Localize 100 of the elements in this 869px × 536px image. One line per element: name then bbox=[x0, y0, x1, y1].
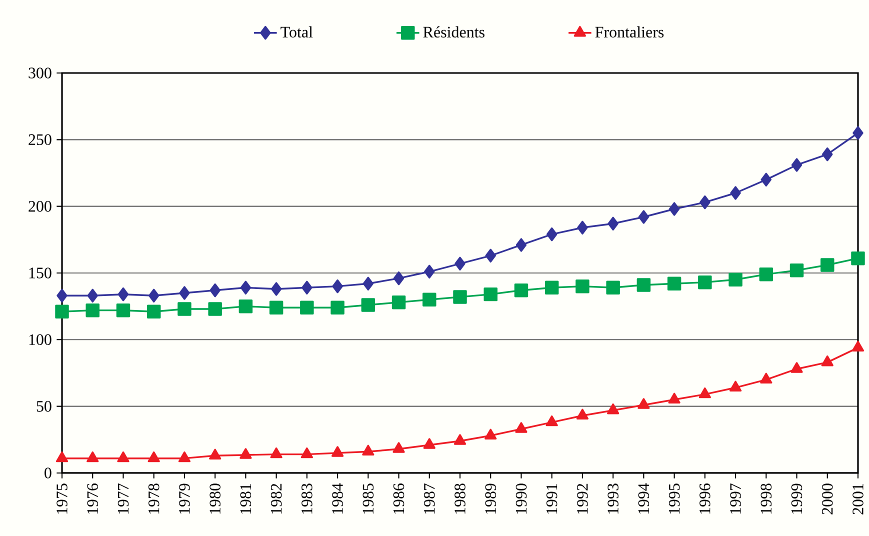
point bbox=[209, 448, 222, 460]
x-tick-label: 1977 bbox=[118, 484, 129, 514]
legend-label: Résidents bbox=[423, 26, 484, 38]
point bbox=[698, 387, 711, 398]
point bbox=[576, 279, 590, 294]
point bbox=[117, 451, 130, 462]
point bbox=[485, 248, 496, 263]
x-tick-label: 1979 bbox=[179, 484, 190, 514]
point bbox=[454, 434, 466, 445]
point bbox=[331, 446, 344, 457]
point bbox=[820, 258, 834, 272]
point bbox=[759, 267, 774, 282]
point bbox=[56, 288, 68, 303]
point bbox=[118, 287, 129, 302]
y-tick-label: 150 bbox=[29, 268, 52, 278]
point bbox=[148, 288, 160, 303]
point bbox=[454, 256, 466, 271]
x-tick-label: 1978 bbox=[148, 484, 160, 514]
point bbox=[300, 447, 313, 458]
point bbox=[546, 415, 558, 426]
point bbox=[852, 340, 864, 352]
point bbox=[638, 398, 650, 409]
point bbox=[484, 428, 497, 440]
point bbox=[392, 442, 405, 453]
x-tick-label: 1996 bbox=[700, 484, 710, 514]
x-tick-label: 1981 bbox=[240, 484, 252, 514]
point bbox=[392, 295, 406, 310]
point bbox=[424, 264, 435, 279]
x-tick-label: 1975 bbox=[56, 484, 68, 514]
point bbox=[760, 372, 772, 384]
point bbox=[240, 448, 252, 459]
x-tick-label: 1993 bbox=[608, 484, 618, 514]
point bbox=[730, 186, 741, 200]
x-tick-label: 1998 bbox=[760, 484, 772, 514]
y-tick-label: 300 bbox=[28, 68, 52, 78]
point bbox=[698, 275, 712, 290]
point bbox=[515, 422, 528, 433]
point bbox=[332, 279, 343, 294]
point bbox=[790, 263, 804, 278]
point bbox=[484, 287, 498, 302]
point bbox=[148, 451, 160, 462]
x-tick-label: 1982 bbox=[270, 484, 282, 514]
y-tick-label: 50 bbox=[36, 400, 52, 412]
x-tick-label: 1980 bbox=[210, 484, 220, 514]
legend-label: Total bbox=[280, 26, 313, 38]
point bbox=[546, 227, 558, 242]
point bbox=[636, 278, 651, 292]
y-tick-label: 100 bbox=[29, 334, 52, 346]
point bbox=[269, 300, 284, 315]
point bbox=[240, 280, 252, 295]
legend-label: Frontaliers bbox=[595, 26, 664, 38]
point bbox=[821, 355, 834, 366]
point bbox=[516, 238, 527, 252]
point bbox=[178, 302, 192, 316]
x-tick-label: 1976 bbox=[87, 484, 98, 514]
point bbox=[55, 304, 69, 319]
point bbox=[544, 280, 559, 295]
point bbox=[361, 298, 376, 312]
point bbox=[146, 304, 161, 319]
point bbox=[791, 158, 802, 172]
x-tick-label: 1992 bbox=[577, 484, 588, 514]
point bbox=[453, 290, 467, 304]
point bbox=[179, 286, 190, 300]
point bbox=[238, 299, 253, 314]
point bbox=[728, 272, 742, 287]
y-tick-label: 0 bbox=[44, 468, 52, 478]
x-tick-label: 1991 bbox=[546, 484, 558, 514]
point bbox=[607, 403, 620, 414]
point bbox=[270, 282, 282, 296]
point bbox=[514, 283, 528, 298]
point bbox=[393, 271, 404, 286]
x-tick-label: 1986 bbox=[393, 484, 404, 514]
point bbox=[422, 292, 436, 307]
y-tick-label: 250 bbox=[28, 134, 52, 146]
y-tick-label: 200 bbox=[28, 200, 52, 212]
point bbox=[668, 392, 680, 404]
x-tick-label: 1984 bbox=[332, 483, 343, 514]
x-tick-label: 1985 bbox=[362, 484, 374, 514]
point bbox=[700, 195, 710, 210]
point bbox=[302, 280, 312, 295]
point bbox=[577, 220, 588, 235]
point bbox=[790, 362, 803, 373]
point bbox=[729, 380, 742, 392]
point bbox=[852, 126, 864, 140]
x-tick-label: 1983 bbox=[302, 484, 312, 514]
point bbox=[668, 202, 680, 216]
point bbox=[86, 303, 100, 318]
point bbox=[178, 451, 191, 462]
x-tick-label: 2001 bbox=[852, 484, 864, 514]
point bbox=[362, 444, 374, 456]
x-tick-label: 2000 bbox=[822, 484, 833, 514]
point bbox=[86, 451, 99, 462]
point bbox=[300, 300, 314, 315]
point bbox=[576, 408, 589, 420]
point bbox=[423, 438, 436, 449]
point bbox=[638, 210, 650, 224]
point bbox=[606, 280, 620, 295]
x-tick-label: 1995 bbox=[668, 484, 680, 514]
point bbox=[270, 447, 282, 458]
point bbox=[667, 276, 682, 291]
